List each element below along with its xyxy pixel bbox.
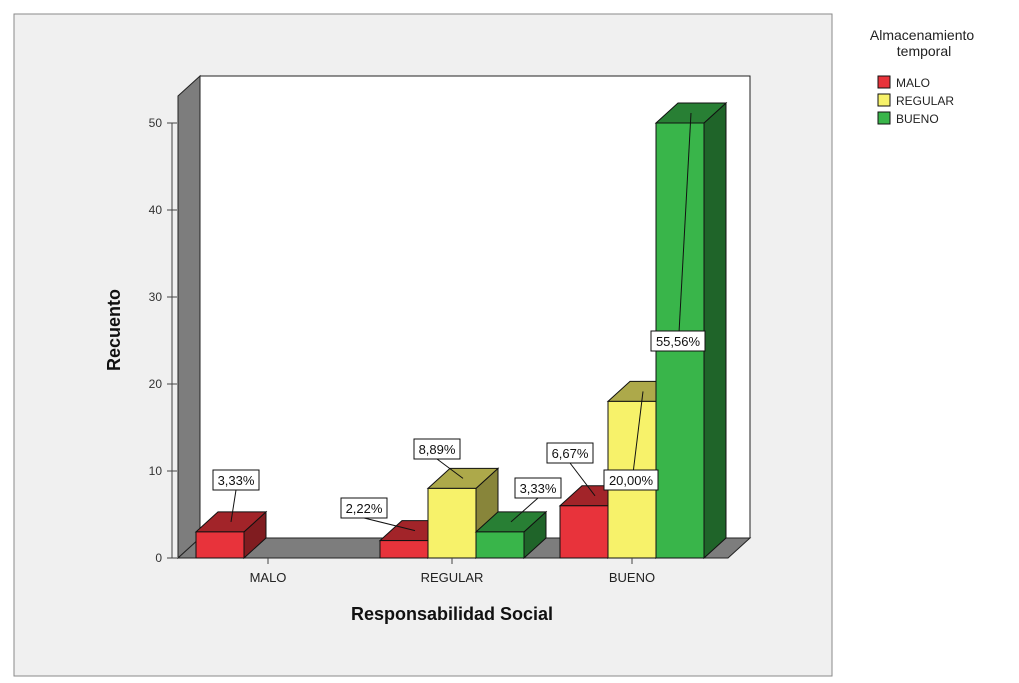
bar-front bbox=[379, 540, 429, 559]
legend-swatch bbox=[877, 93, 891, 107]
data-label-bueno-bueno: 55,56% bbox=[650, 112, 706, 352]
data-label-text: 8,89% bbox=[419, 442, 456, 457]
bar-front bbox=[475, 531, 525, 559]
x-axis-title: Responsabilidad Social bbox=[351, 604, 553, 624]
bar-front bbox=[559, 505, 609, 559]
bar-front bbox=[195, 531, 245, 559]
legend-label: MALO bbox=[896, 76, 930, 90]
data-label-leader bbox=[230, 489, 237, 522]
data-label-malo-bueno: 6,67% bbox=[546, 442, 596, 497]
y-tick-label: 30 bbox=[149, 290, 163, 304]
data-label-malo-regular: 2,22% bbox=[340, 497, 416, 532]
y-tick-label: 40 bbox=[149, 203, 163, 217]
data-label-box bbox=[546, 442, 594, 464]
y-tick-label: 0 bbox=[155, 551, 162, 565]
data-label-leader bbox=[677, 112, 692, 352]
legend-label: REGULAR bbox=[896, 94, 954, 108]
data-label-box bbox=[514, 477, 562, 499]
x-tick-label: REGULAR bbox=[421, 570, 484, 585]
data-label-box bbox=[413, 438, 461, 460]
legend-label: BUENO bbox=[896, 112, 939, 126]
data-label-box bbox=[340, 497, 388, 519]
data-label-bueno-regular: 3,33% bbox=[510, 477, 562, 523]
data-label-leader bbox=[363, 517, 416, 532]
x-tick-label: BUENO bbox=[609, 570, 655, 585]
data-label-regular-bueno: 20,00% bbox=[603, 391, 659, 491]
legend-title: Almacenamiento temporal bbox=[870, 27, 978, 59]
data-label-box bbox=[650, 330, 706, 352]
data-label-leader bbox=[436, 458, 464, 479]
y-axis-title: Recuento bbox=[104, 289, 124, 371]
data-label-box bbox=[212, 469, 260, 491]
bar-front bbox=[427, 487, 477, 559]
data-label-text: 3,33% bbox=[520, 481, 557, 496]
x-axis: MALO REGULAR BUENO bbox=[250, 558, 655, 585]
data-label-leader bbox=[510, 497, 539, 523]
legend-swatch bbox=[877, 111, 891, 125]
legend-item-bueno: BUENO bbox=[877, 111, 939, 126]
data-label-text: 3,33% bbox=[218, 473, 255, 488]
legend: Almacenamiento temporal MALO REGULAR BUENO bbox=[870, 27, 978, 126]
x-tick-label: MALO bbox=[250, 570, 287, 585]
legend-swatch bbox=[877, 75, 891, 89]
data-label-box bbox=[603, 469, 659, 491]
data-label-regular-regular: 8,89% bbox=[413, 438, 464, 479]
data-label-text: 2,22% bbox=[346, 501, 383, 516]
y-tick-label: 20 bbox=[149, 377, 163, 391]
y-tick-label: 10 bbox=[149, 464, 163, 478]
data-label-leader bbox=[569, 462, 596, 497]
data-labels: 3,33% 2,22% 8,89% 3,33% 6,67% 20,00% 55,56% bbox=[212, 112, 706, 532]
legend-item-malo: MALO bbox=[877, 75, 930, 90]
legend-item-regular: REGULAR bbox=[877, 93, 954, 108]
data-label-text: 6,67% bbox=[552, 446, 589, 461]
y-axis: 0 10 20 30 40 50 bbox=[149, 116, 177, 565]
data-label-text: 55,56% bbox=[656, 334, 701, 349]
data-label-malo-malo: 3,33% bbox=[212, 469, 260, 522]
y-tick-label: 50 bbox=[149, 116, 163, 130]
bar-side bbox=[703, 101, 727, 560]
data-label-text: 20,00% bbox=[609, 473, 654, 488]
left-wall bbox=[177, 74, 201, 560]
